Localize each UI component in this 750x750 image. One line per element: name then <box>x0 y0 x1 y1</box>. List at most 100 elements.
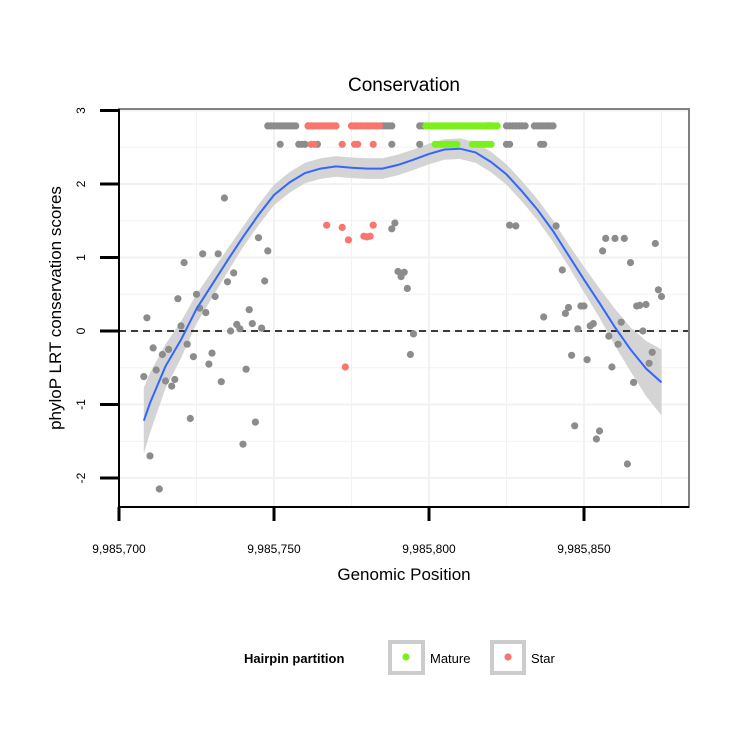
y-tick-label: -2 <box>74 472 88 483</box>
legend-label-mature: Mature <box>430 651 470 666</box>
data-point-other <box>264 247 272 255</box>
data-point-other <box>152 366 160 374</box>
data-point-other <box>388 140 396 148</box>
y-axis: -2 -1 0 1 2 3 <box>74 107 120 507</box>
data-point-other <box>214 250 222 258</box>
data-point-other <box>388 225 396 233</box>
data-point-other <box>189 353 197 361</box>
data-point-other <box>620 234 628 242</box>
data-point-mature <box>493 122 501 130</box>
y-tick-label: 0 <box>74 327 88 334</box>
data-point-other <box>409 330 418 338</box>
data-point-other <box>388 122 396 130</box>
data-point-other <box>158 350 166 359</box>
data-point-other <box>155 485 163 493</box>
data-point-other <box>648 348 656 356</box>
data-point-other <box>626 259 635 267</box>
data-point-other <box>146 452 154 460</box>
series-mature <box>422 122 501 148</box>
data-point-other <box>574 325 582 333</box>
legend-title: Hairpin partition <box>244 651 344 666</box>
data-point-other <box>512 222 520 230</box>
data-point-other <box>183 340 191 348</box>
data-point-other <box>623 460 632 468</box>
legend-dot-star <box>504 653 512 661</box>
data-point-mature <box>487 140 495 148</box>
data-point-other <box>630 378 638 386</box>
data-point-other <box>540 313 548 321</box>
data-point-other <box>589 320 597 328</box>
data-point-other <box>654 286 663 294</box>
data-point-other <box>592 435 601 443</box>
data-point-other <box>177 322 185 330</box>
chart-title: Conservation <box>348 75 460 96</box>
data-point-other <box>580 302 588 310</box>
data-point-other <box>199 250 207 258</box>
data-point-other <box>223 278 232 286</box>
data-point-other <box>608 363 616 371</box>
data-point-other <box>254 234 263 242</box>
data-point-star <box>323 221 331 229</box>
y-tick-label: -1 <box>74 399 88 410</box>
data-point-star <box>354 140 362 148</box>
data-point-other <box>506 221 514 229</box>
plot-panel <box>118 108 690 508</box>
data-point-star <box>332 122 340 130</box>
y-axis-title: phyloP LRT conservation scores <box>46 186 65 430</box>
x-tick-label: 9,985,700 <box>92 542 146 556</box>
data-point-other <box>506 140 514 148</box>
series-star <box>304 122 383 371</box>
x-axis: 9,985,700 9,985,750 9,985,800 9,985,850 <box>92 506 689 556</box>
data-point-other <box>211 292 219 301</box>
data-point-other <box>642 300 650 309</box>
x-axis-title: Genomic Position <box>337 565 470 584</box>
data-point-other <box>261 277 269 285</box>
data-point-other <box>617 318 625 326</box>
data-point-other <box>248 320 256 328</box>
legend-key-star <box>490 640 526 675</box>
data-point-star <box>338 223 346 231</box>
y-tick-label: 2 <box>74 180 88 187</box>
data-point-other <box>599 247 607 255</box>
data-point-star <box>341 363 349 371</box>
data-point-other <box>230 269 238 277</box>
data-point-star <box>369 221 377 229</box>
data-point-other <box>568 351 576 359</box>
data-point-other <box>614 340 622 348</box>
data-point-other <box>276 140 284 148</box>
data-point-other <box>245 306 253 314</box>
legend-dot-mature <box>402 653 410 661</box>
data-point-other <box>220 194 228 202</box>
data-point-other <box>205 360 213 368</box>
data-point-other <box>645 359 653 367</box>
data-point-other <box>561 309 570 317</box>
data-point-other <box>236 325 244 333</box>
data-point-other <box>258 324 266 332</box>
data-point-other <box>657 292 666 301</box>
data-point-other <box>583 356 591 364</box>
data-point-other <box>161 377 170 385</box>
data-point-other <box>416 140 424 148</box>
data-point-other <box>292 122 300 130</box>
data-point-other <box>168 382 176 390</box>
y-tick-label: 1 <box>74 254 88 261</box>
data-point-other <box>552 222 560 230</box>
data-point-other <box>549 122 557 130</box>
data-point-other <box>217 378 225 386</box>
data-point-other <box>406 350 414 359</box>
data-point-star <box>375 122 383 130</box>
data-point-other <box>140 373 148 381</box>
data-point-other <box>186 414 194 423</box>
data-point-star <box>344 236 352 244</box>
data-point-other <box>251 418 259 426</box>
data-point-other <box>171 375 179 384</box>
data-point-other <box>651 239 659 248</box>
data-point-other <box>558 266 566 274</box>
data-point-other <box>636 301 644 309</box>
data-point-other <box>174 295 182 303</box>
data-point-other <box>602 234 610 242</box>
data-point-other <box>242 365 250 373</box>
data-point-other <box>391 219 399 227</box>
data-point-other <box>403 284 411 292</box>
